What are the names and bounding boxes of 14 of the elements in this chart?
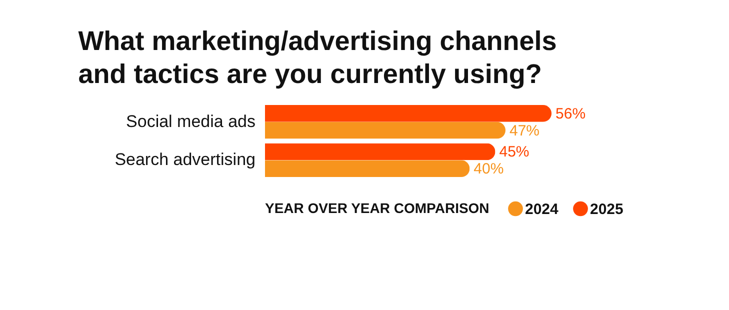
legend-title: YEAR OVER YEAR COMPARISON	[265, 200, 490, 216]
bar	[265, 122, 506, 139]
data-label: 40%	[474, 160, 504, 178]
data-label: 45%	[499, 144, 530, 161]
bar	[265, 143, 496, 160]
y-tick-label: Search advertising	[114, 150, 256, 170]
chart-title: What marketing/advertising channels and tactics are you currently using?	[78, 26, 557, 89]
legend-label: 2025	[590, 200, 624, 218]
y-tick-label: Social media ads	[126, 112, 256, 131]
data-label: 56%	[556, 105, 586, 122]
data-label: 47%	[509, 122, 540, 140]
bar	[265, 105, 552, 122]
legend-label: 2024	[525, 200, 560, 218]
bar	[265, 160, 470, 177]
